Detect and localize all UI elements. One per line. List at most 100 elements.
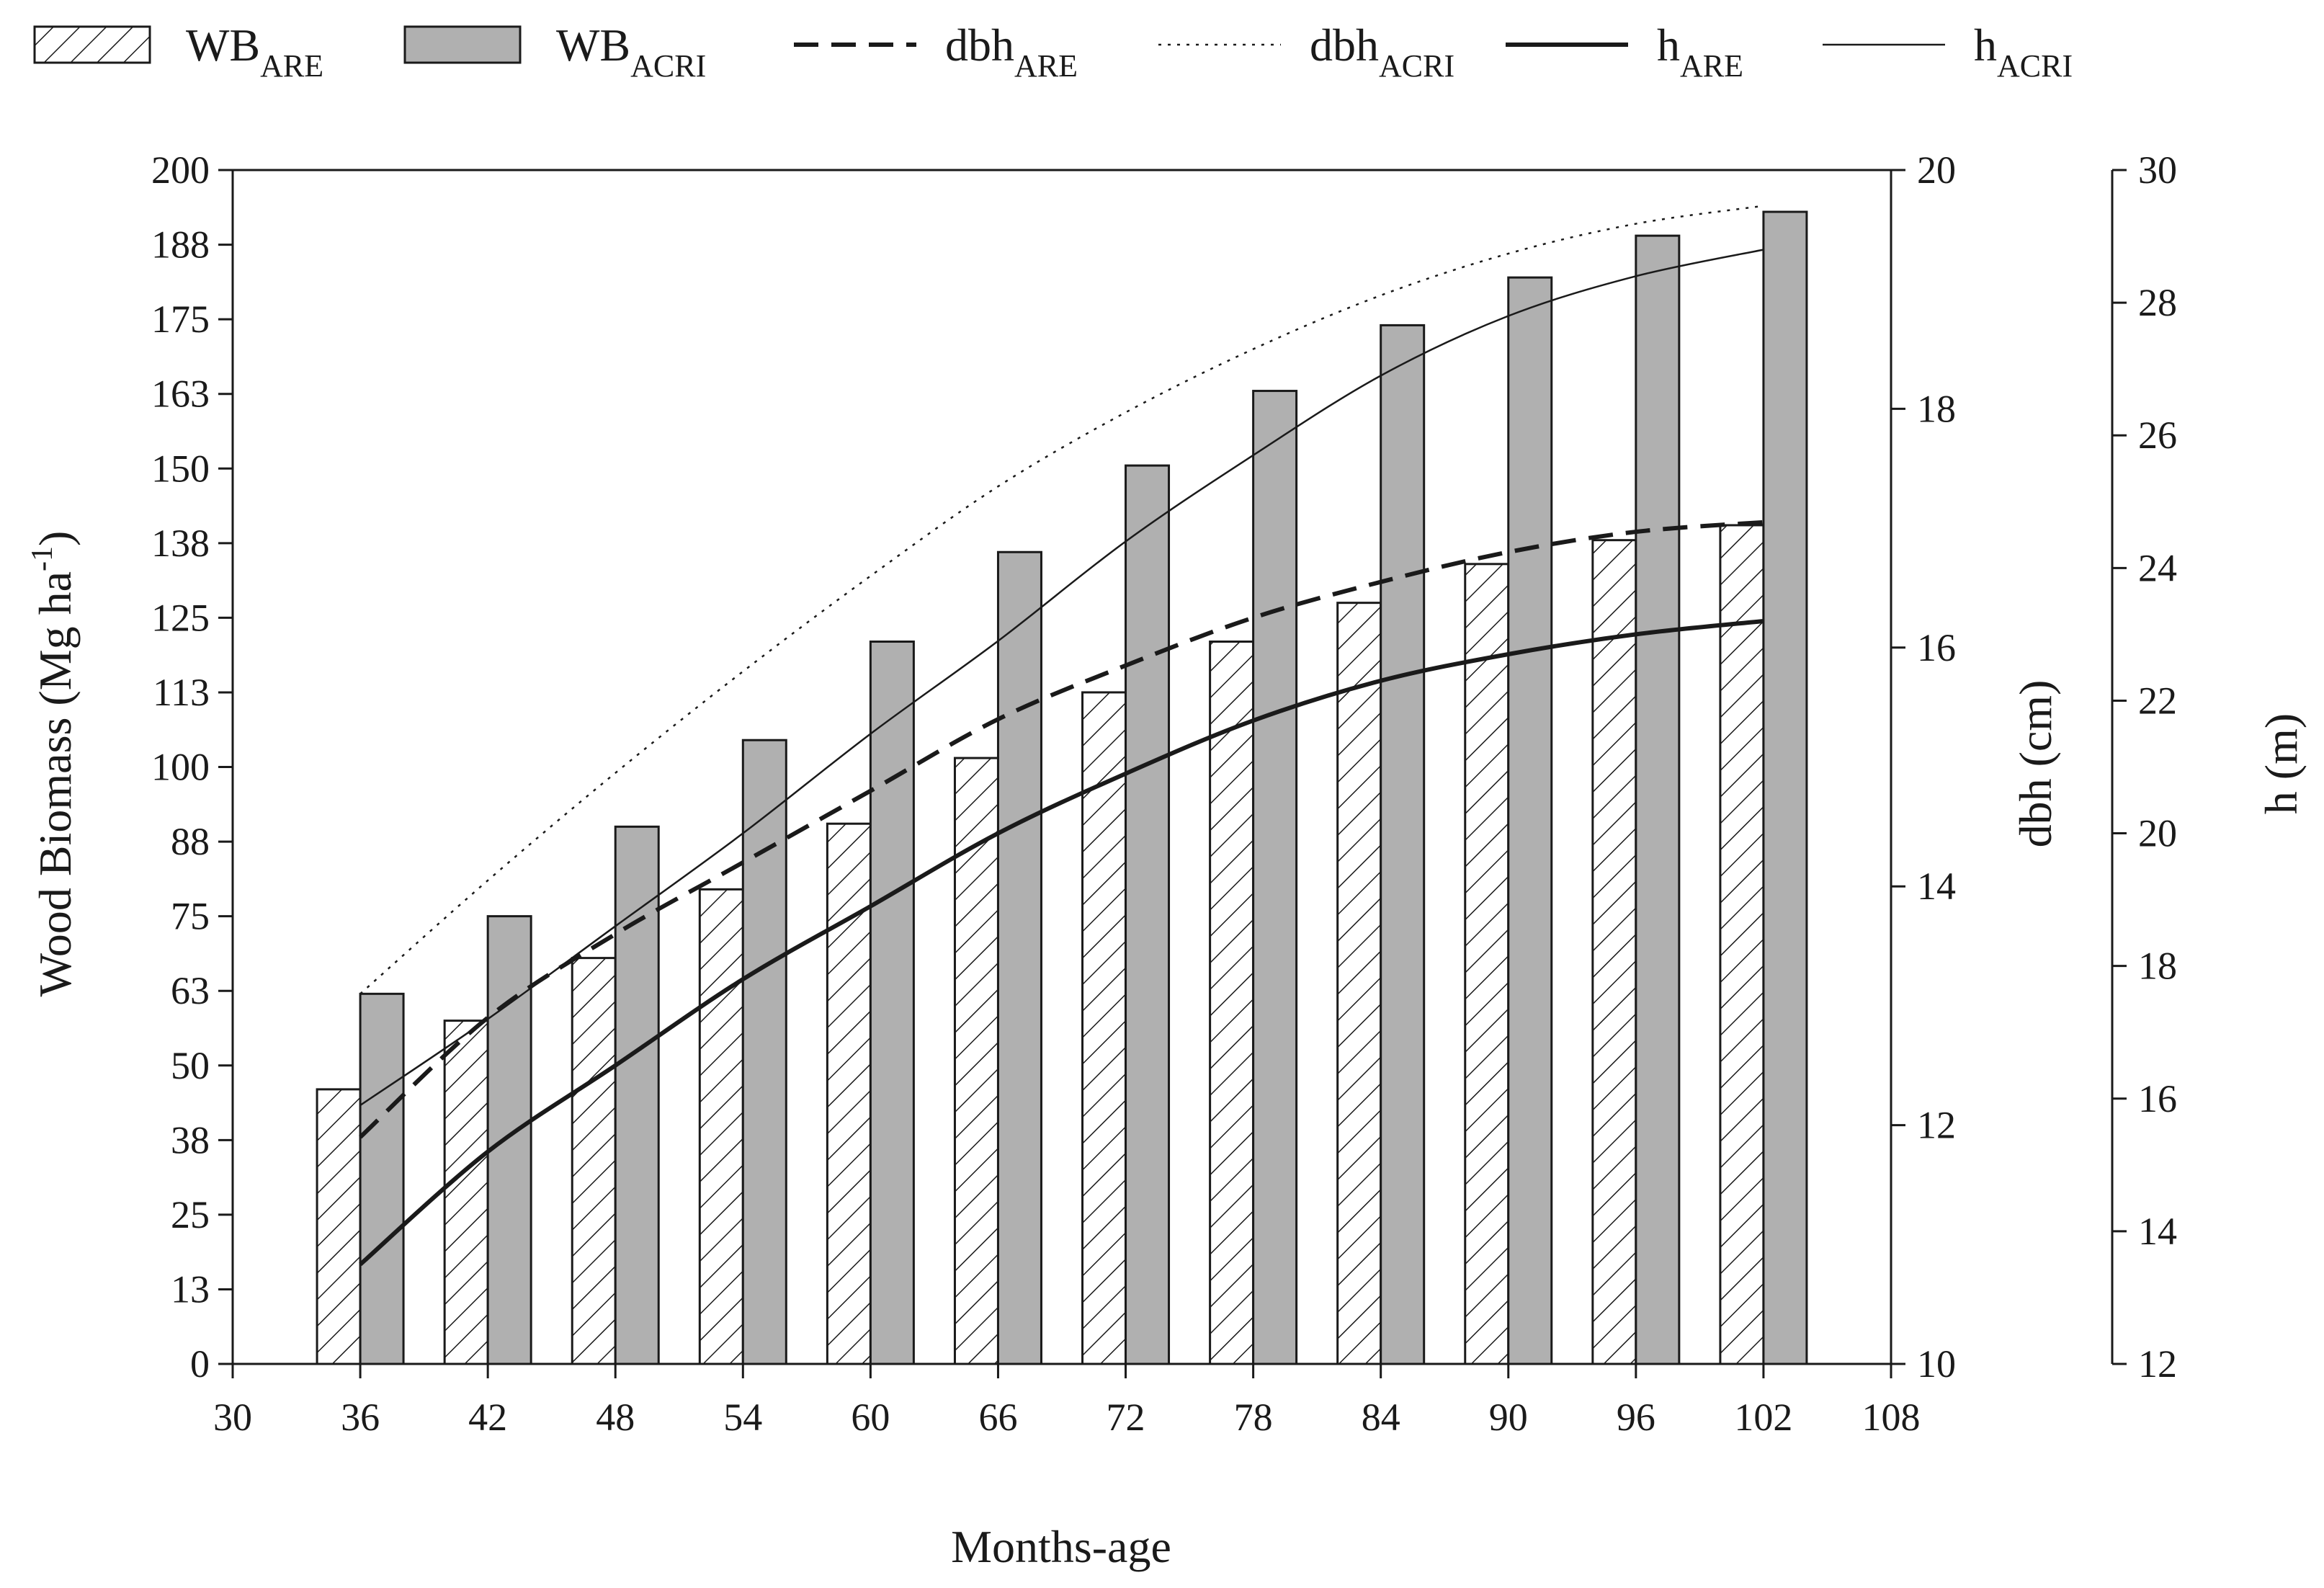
bar-wb-are-84 — [1336, 602, 1382, 1365]
x-tick-label: 102 — [1734, 1396, 1792, 1439]
y-dbh-tick-label: 12 — [1917, 1104, 1956, 1147]
y-axis-dbh-label: dbh (cm) — [2010, 680, 2061, 848]
bar-group — [316, 210, 1808, 1365]
bar-wb-acri-36 — [359, 992, 405, 1365]
y-left-tick-label: 75 — [171, 895, 210, 938]
y-left-tick-label: 138 — [151, 522, 210, 565]
bar-wb-are-36 — [316, 1088, 362, 1365]
legend-label: hACRI — [1974, 19, 2073, 84]
y-height-tick-label: 12 — [2138, 1342, 2177, 1386]
y-left-tick-label: 188 — [151, 223, 210, 267]
legend-item-wb-acri: WBACRI — [403, 19, 706, 84]
bar-wb-are-42 — [443, 1020, 489, 1365]
legend-item-dbh-acri: dbhACRI — [1158, 19, 1454, 84]
legend-label: WBARE — [186, 19, 323, 84]
y-left-tick-label: 0 — [190, 1342, 210, 1386]
legend-label: WBACRI — [556, 19, 706, 84]
y-dbh-tick-label: 16 — [1917, 626, 1956, 669]
bar-wb-are-90 — [1464, 563, 1510, 1365]
x-tick-label: 60 — [851, 1396, 890, 1439]
y-height-tick-label: 22 — [2138, 679, 2177, 722]
y-height-tick-label: 28 — [2138, 281, 2177, 324]
legend-item-wb-are: WBARE — [33, 19, 323, 84]
line-h-are — [359, 618, 1764, 1267]
y-left-tick-label: 13 — [171, 1267, 210, 1311]
x-tick-label: 108 — [1862, 1396, 1921, 1439]
y-left-tick-label: 25 — [171, 1193, 210, 1236]
y-height-tick-label: 26 — [2138, 414, 2177, 457]
bar-wb-acri-90 — [1507, 276, 1553, 1365]
y-dbh-tick-label: 20 — [1917, 148, 1956, 192]
x-tick-label: 84 — [1362, 1396, 1400, 1439]
x-tick-label: 48 — [596, 1396, 635, 1439]
y-axis-dbh: 10 12 14 16 18 20 — [1891, 148, 1956, 1386]
y-height-tick-label: 18 — [2138, 945, 2177, 988]
legend-item-dbh-are: dbhARE — [794, 19, 1078, 84]
x-tick-label: 90 — [1489, 1396, 1528, 1439]
bar-wb-are-48 — [571, 957, 617, 1365]
y-height-tick-label: 20 — [2138, 812, 2177, 855]
chart-legend: WBARE WBACRI dbhARE dbhACRI hARE hACRI — [33, 19, 2073, 84]
y-height-tick-label: 16 — [2138, 1077, 2177, 1120]
x-tick-label: 72 — [1107, 1396, 1145, 1439]
line-dbh-acri — [359, 205, 1764, 995]
legend-swatch — [33, 25, 151, 64]
bar-wb-are-54 — [698, 888, 744, 1365]
bar-wb-are-72 — [1081, 691, 1127, 1365]
x-tick-label: 78 — [1234, 1396, 1273, 1439]
bar-wb-are-60 — [826, 822, 872, 1365]
y-axis-left: 0 13 25 38 50 63 75 88 100 113 125 138 150 163 175 188 2… — [151, 148, 233, 1386]
y-height-tick-label: 30 — [2138, 148, 2177, 192]
y-dbh-tick-label: 14 — [1917, 865, 1956, 908]
bar-wb-are-66 — [953, 757, 999, 1365]
legend-item-h-acri: hACRI — [1823, 19, 2073, 84]
bar-wb-acri-78 — [1252, 390, 1298, 1365]
bar-wb-acri-66 — [996, 550, 1042, 1365]
y-left-tick-label: 88 — [171, 820, 210, 863]
bar-wb-acri-72 — [1125, 464, 1171, 1365]
bar-wb-are-78 — [1209, 641, 1255, 1365]
y-left-tick-label: 200 — [151, 148, 210, 192]
bar-wb-acri-60 — [869, 641, 915, 1365]
y-axis-left-label: Wood Biomass (Mg ha-1) — [26, 531, 81, 997]
y-left-tick-label: 163 — [151, 373, 210, 416]
y-axis-height-label: h (m) — [2256, 713, 2307, 814]
bar-wb-acri-84 — [1380, 324, 1426, 1365]
line-h-acri — [359, 249, 1764, 1107]
legend-item-h-are: hARE — [1506, 19, 1743, 84]
bar-wb-are-102 — [1719, 524, 1765, 1365]
line-group — [359, 205, 1764, 1267]
x-tick-label: 66 — [978, 1396, 1017, 1439]
y-left-tick-label: 113 — [153, 671, 210, 714]
legend-label: dbhACRI — [1310, 19, 1454, 84]
y-left-tick-label: 175 — [151, 298, 210, 341]
plot-area: 0 13 25 38 50 63 75 88 100 113 125 138 150 163 175 188 2… — [151, 148, 2177, 1439]
line-dbh-are — [359, 519, 1764, 1139]
x-tick-label: 30 — [213, 1396, 252, 1439]
bar-wb-acri-54 — [741, 739, 787, 1365]
bar-wb-acri-102 — [1762, 210, 1808, 1365]
y-dbh-tick-label: 10 — [1917, 1342, 1956, 1386]
y-axis-height: 12 14 16 18 20 22 24 26 28 30 — [2111, 148, 2177, 1386]
y-axis-left-label-superscript: -1 — [26, 546, 59, 571]
x-tick-label: 96 — [1617, 1396, 1655, 1439]
x-tick-label: 36 — [341, 1396, 380, 1439]
y-height-tick-label: 24 — [2138, 546, 2177, 589]
bar-wb-are-96 — [1591, 539, 1637, 1365]
y-left-tick-label: 150 — [151, 447, 210, 490]
y-height-tick-label: 14 — [2138, 1210, 2177, 1253]
y-left-tick-label: 38 — [171, 1118, 210, 1161]
x-axis: 30 36 42 48 54 60 66 72 78 84 90 96 102 108 — [213, 1364, 1921, 1439]
legend-label: dbhARE — [945, 19, 1078, 84]
legend-label: hARE — [1657, 19, 1743, 84]
y-left-tick-label: 63 — [171, 969, 210, 1012]
x-axis-label: Months-age — [951, 1521, 1171, 1572]
y-left-tick-label: 50 — [171, 1044, 210, 1087]
y-dbh-tick-label: 18 — [1917, 387, 1956, 430]
legend-swatch — [403, 25, 522, 64]
y-left-tick-label: 125 — [151, 596, 210, 639]
bar-wb-acri-42 — [486, 915, 532, 1365]
x-tick-label: 42 — [468, 1396, 507, 1439]
